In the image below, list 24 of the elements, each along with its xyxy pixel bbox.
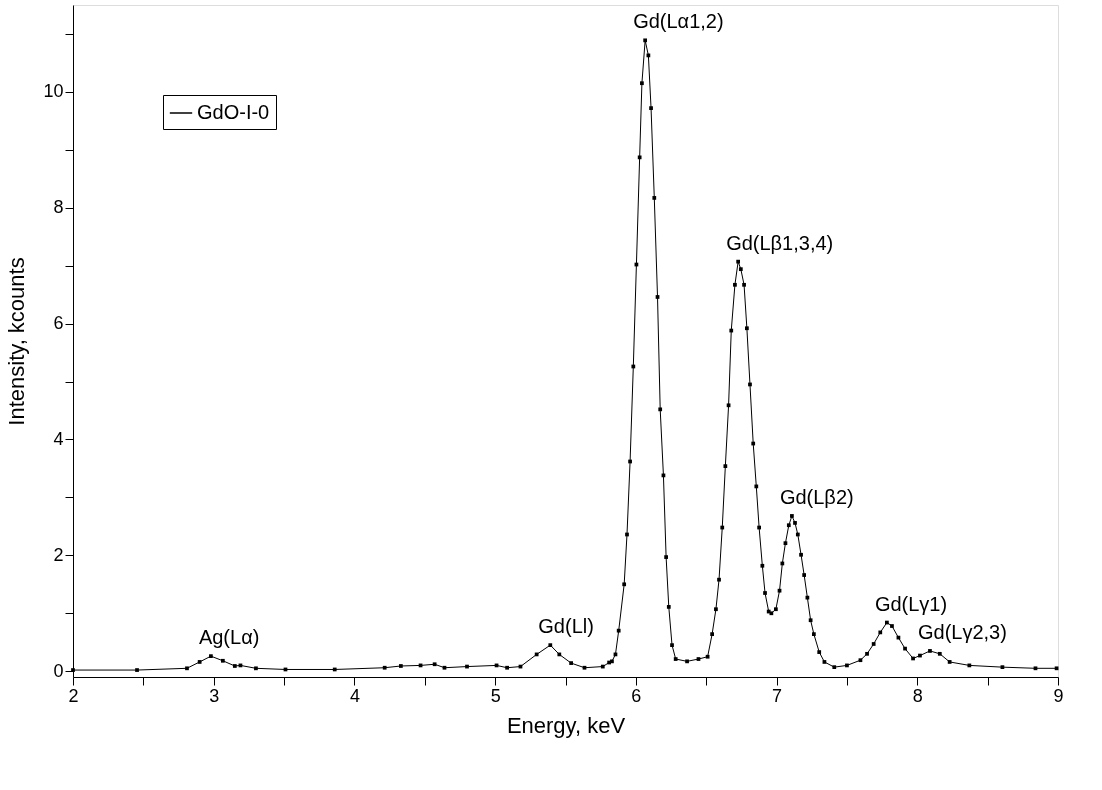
y-tick-label: 4	[53, 428, 64, 449]
annotation: Gd(Lβ2)	[779, 485, 854, 508]
x-tick-label: 6	[631, 685, 642, 706]
annotation: Gd(Lβ1,3,4)	[726, 231, 834, 254]
annotation: Ag(Lα)	[198, 626, 260, 649]
annotation: Gd(Lα1,2)	[633, 10, 724, 33]
x-tick-label: 7	[772, 685, 783, 706]
y-tick-label: 0	[53, 660, 64, 681]
x-tick-label: 9	[1053, 685, 1064, 706]
annotation: Gd(Ll)	[538, 615, 594, 638]
legend-label: GdO-I-0	[197, 101, 270, 123]
y-tick-label: 2	[53, 544, 64, 565]
x-tick-label: 8	[912, 685, 923, 706]
x-axis-title: Energy, keV	[506, 712, 626, 738]
y-tick-label: 10	[43, 81, 64, 102]
y-axis-title: Intensity, kcounts	[4, 257, 30, 426]
annotation: Gd(Lγ2,3)	[917, 620, 1007, 643]
y-tick-label: 8	[53, 197, 64, 218]
x-tick-label: 2	[68, 685, 79, 706]
x-tick-label: 5	[490, 685, 501, 706]
x-tick-label: 3	[209, 685, 220, 706]
x-tick-label: 4	[349, 685, 360, 706]
y-tick-label: 6	[53, 313, 64, 334]
annotation: Gd(Lγ1)	[874, 592, 948, 615]
